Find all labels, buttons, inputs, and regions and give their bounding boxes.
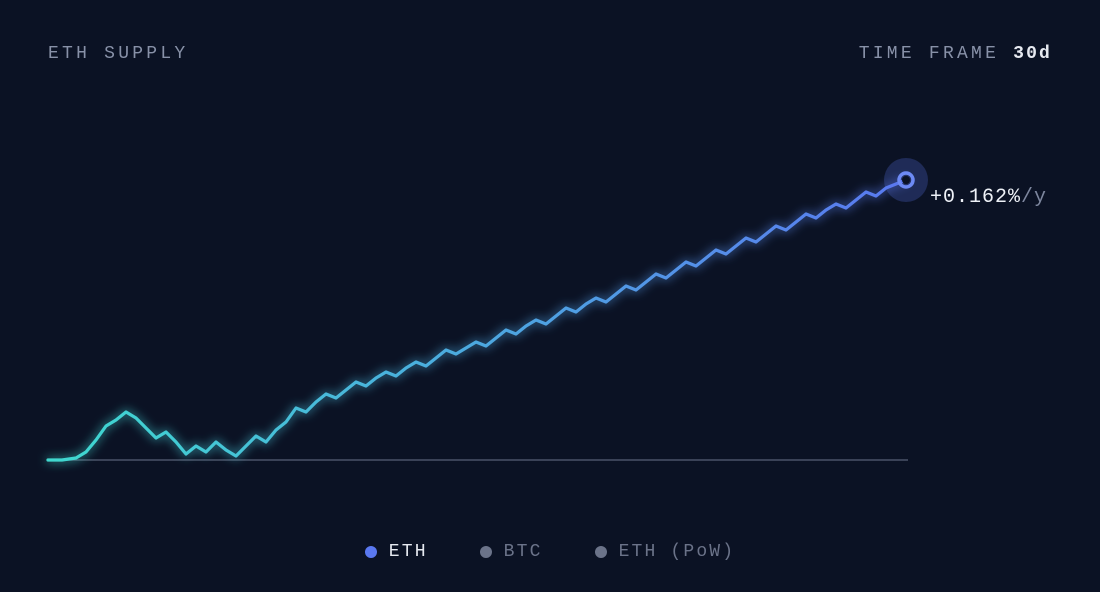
chart-svg (48, 150, 908, 480)
chart-legend: ETH BTC ETH (PoW) (0, 542, 1100, 562)
legend-label: BTC (504, 542, 543, 562)
chart-title: ETH SUPPLY (48, 44, 188, 64)
timeframe-label: TIME FRAME (859, 44, 999, 64)
legend-item-eth[interactable]: ETH (365, 542, 428, 562)
timeframe-selector[interactable]: TIME FRAME 30d (859, 44, 1052, 64)
chart-header: ETH SUPPLY TIME FRAME 30d (48, 44, 1052, 64)
supply-line-chart (48, 150, 908, 480)
legend-item-eth-pow[interactable]: ETH (PoW) (595, 542, 736, 562)
legend-item-btc[interactable]: BTC (480, 542, 543, 562)
legend-dot-icon (595, 546, 607, 558)
current-value-label: +0.162%/y (930, 186, 1047, 209)
legend-dot-icon (480, 546, 492, 558)
end-marker-core (902, 176, 910, 184)
eth-series-line (48, 180, 906, 460)
legend-label: ETH (PoW) (619, 542, 736, 562)
value-suffix: /y (1021, 186, 1047, 209)
legend-dot-icon (365, 546, 377, 558)
value-percent: +0.162% (930, 186, 1021, 209)
legend-label: ETH (389, 542, 428, 562)
timeframe-value: 30d (1013, 44, 1052, 64)
